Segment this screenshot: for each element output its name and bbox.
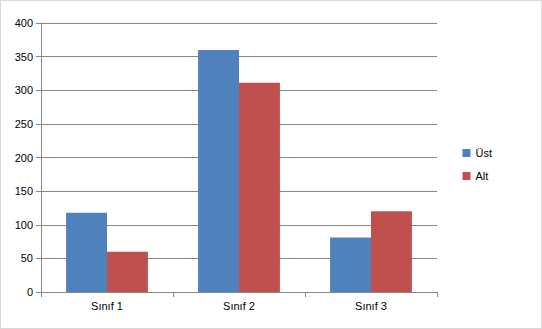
- svg-text:400: 400: [15, 17, 33, 29]
- svg-text:Alt: Alt: [476, 170, 489, 182]
- svg-text:Üst: Üst: [476, 147, 493, 159]
- svg-text:100: 100: [15, 219, 33, 231]
- svg-text:350: 350: [15, 51, 33, 63]
- svg-text:250: 250: [15, 118, 33, 130]
- svg-text:200: 200: [15, 152, 33, 164]
- svg-text:150: 150: [15, 185, 33, 197]
- svg-text:Sınıf 1: Sınıf 1: [91, 300, 123, 312]
- svg-text:Sınıf 2: Sınıf 2: [223, 300, 255, 312]
- svg-text:300: 300: [15, 84, 33, 96]
- svg-text:50: 50: [21, 252, 33, 264]
- svg-text:0: 0: [27, 286, 33, 298]
- svg-text:Sınıf 3: Sınıf 3: [355, 300, 387, 312]
